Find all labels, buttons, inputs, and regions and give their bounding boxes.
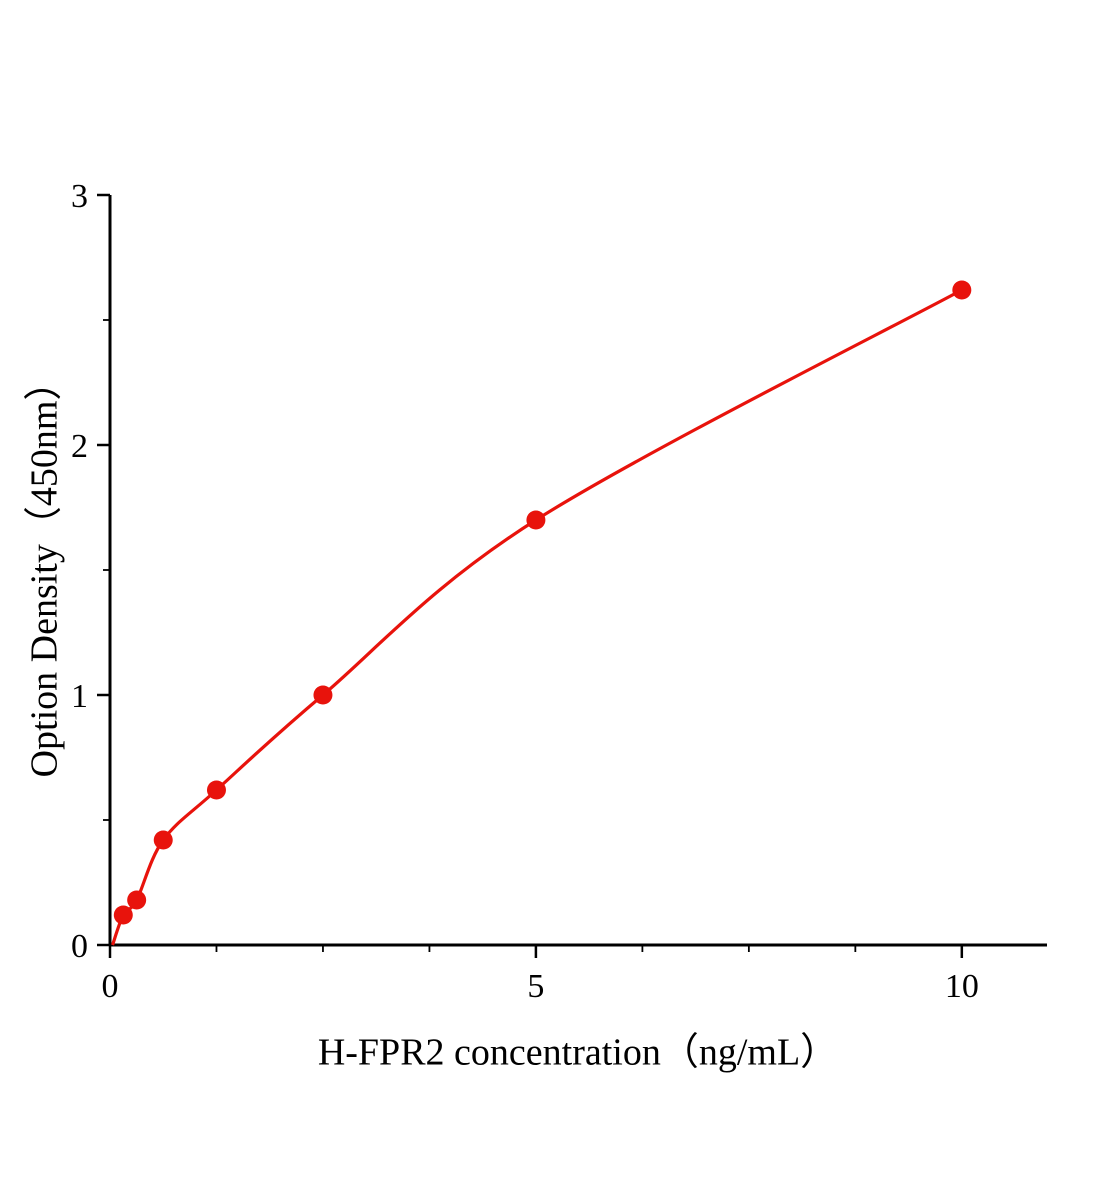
y-axis-title: Option Density（450nm）: [23, 362, 66, 778]
y-tick-label: 1: [71, 678, 88, 715]
data-point: [952, 280, 972, 300]
x-tick-label: 10: [945, 968, 979, 1005]
data-point: [113, 905, 133, 925]
y-tick-label: 2: [71, 428, 88, 465]
fit-curve: [111, 288, 963, 946]
x-tick-label: 5: [527, 968, 544, 1005]
y-tick-label: 0: [71, 928, 88, 965]
x-axis-title: H-FPR2 concentration（ng/mL）: [317, 1031, 839, 1074]
data-point: [206, 780, 226, 800]
data-point: [127, 890, 147, 910]
data-point: [313, 685, 333, 705]
data-point: [153, 830, 173, 850]
x-tick-label: 0: [102, 968, 119, 1005]
data-point: [526, 510, 546, 530]
y-tick-label: 3: [71, 178, 88, 215]
